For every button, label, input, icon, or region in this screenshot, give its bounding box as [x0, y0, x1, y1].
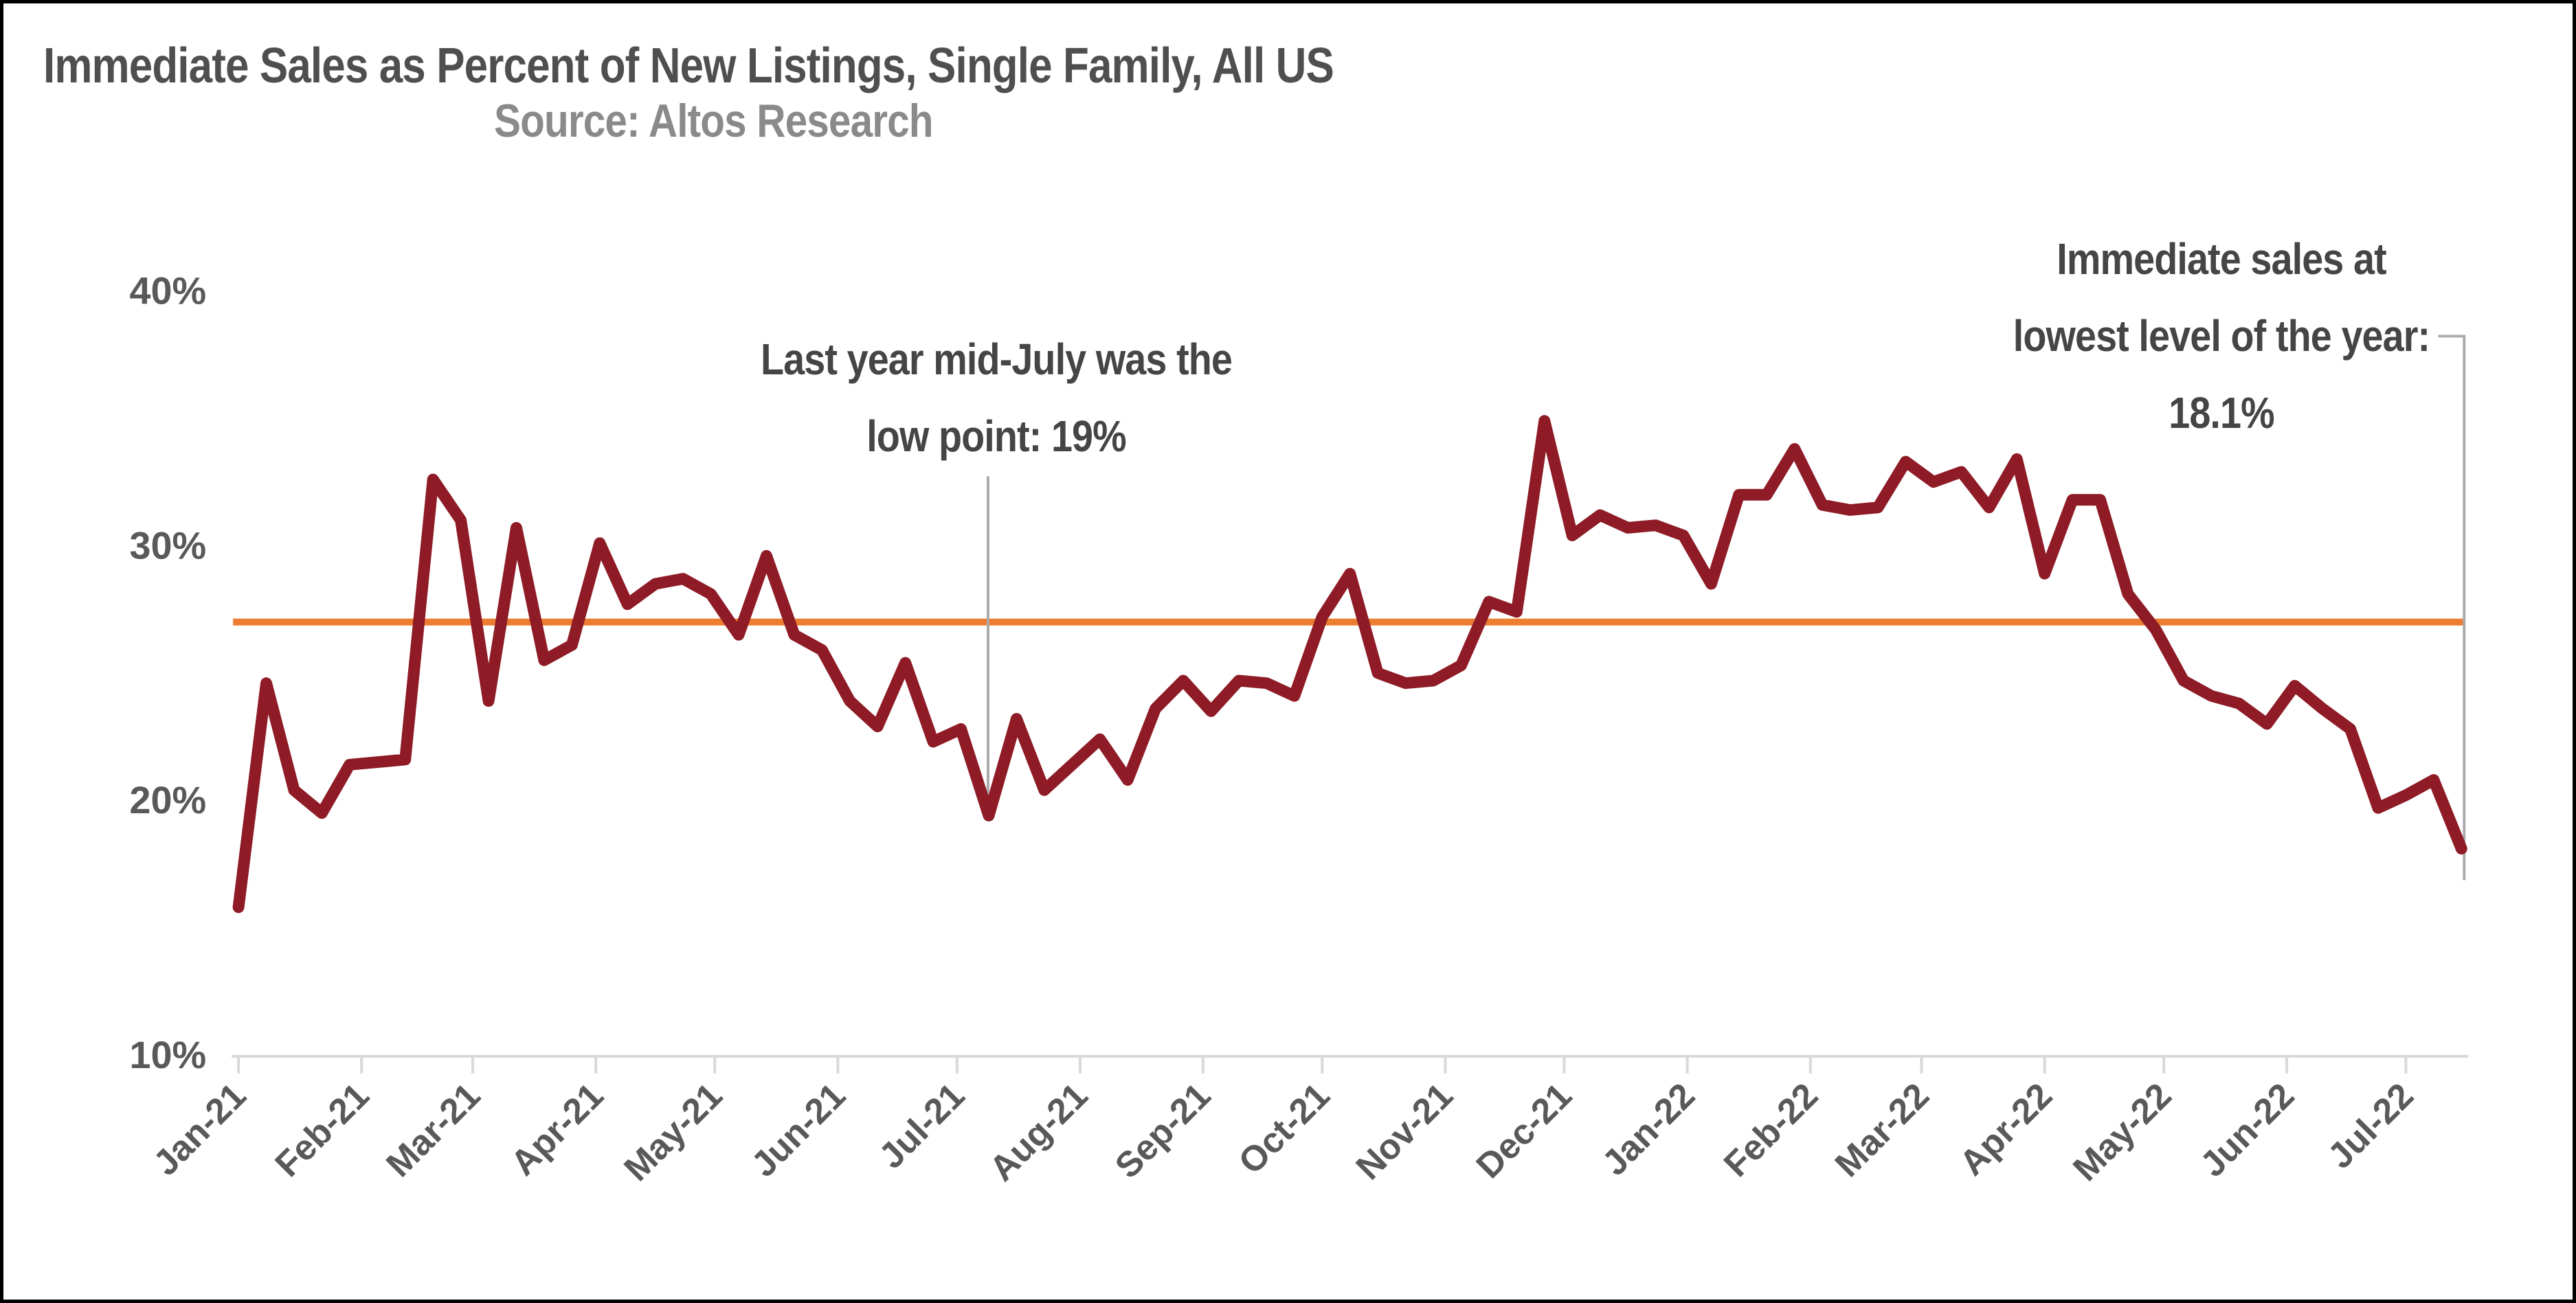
plot-area: Jan-21 Feb-21 Mar-21 Apr-21 May-21 Jun-21 Jul-…	[129, 270, 2469, 1188]
x-tick-label: Mar-21	[378, 1075, 487, 1184]
x-tick-label: Dec-21	[1468, 1075, 1579, 1186]
chart-subtitle: Source: Altos Research	[494, 95, 934, 147]
x-tick-label: Apr-22	[1951, 1075, 2059, 1183]
chart-title: Immediate Sales as Percent of New Listin…	[43, 38, 1334, 93]
x-tick-label: Nov-21	[1348, 1075, 1460, 1187]
x-tick-label: Jul-21	[871, 1075, 972, 1176]
y-tick-label: 40%	[129, 270, 206, 313]
x-tick-label: May-22	[2065, 1075, 2179, 1188]
annotation-current-low-line1: Immediate sales at	[2057, 234, 2386, 284]
x-tick-label: Jul-22	[2320, 1075, 2421, 1176]
annotation-connector-current-low	[2438, 335, 2466, 881]
x-tick-label: Mar-22	[1827, 1075, 1936, 1184]
annotation-july-low-line1: Last year mid-July was the	[760, 335, 1233, 384]
x-tick-label: Feb-22	[1716, 1075, 1825, 1184]
sales-line	[232, 415, 2467, 914]
x-tick-label: Feb-21	[267, 1075, 377, 1184]
x-tick-label: Aug-21	[981, 1075, 1095, 1188]
x-tick-label: Jan-22	[1594, 1075, 1702, 1183]
y-tick-label: 30%	[129, 524, 206, 567]
x-tick-label: Jun-22	[2192, 1075, 2301, 1184]
x-tick-label: Oct-21	[1231, 1075, 1337, 1181]
annotation-july-low-line2: low point: 19%	[866, 411, 1126, 461]
annotation-current-low: Immediate sales at lowest level of the y…	[1863, 220, 2573, 451]
x-tick-label: May-21	[616, 1075, 730, 1188]
y-tick-label: 20%	[129, 779, 206, 822]
annotation-current-low-line2: lowest level of the year:	[2013, 311, 2430, 361]
annotation-july-low: Last year mid-July was the low point: 19…	[638, 321, 1355, 475]
x-tick-label: Sep-21	[1107, 1075, 1218, 1186]
x-tick-label: Jun-21	[743, 1075, 853, 1184]
annotation-current-low-line3: 18.1%	[2169, 388, 2274, 438]
x-tick-label: Jan-21	[146, 1075, 254, 1183]
x-tick-label: Apr-21	[503, 1075, 611, 1183]
y-tick-label: 10%	[129, 1034, 206, 1076]
